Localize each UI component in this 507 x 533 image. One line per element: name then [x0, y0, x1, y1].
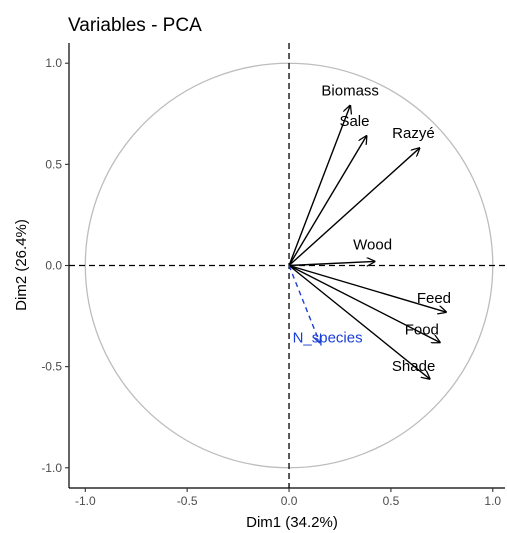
vector-food — [288, 264, 440, 343]
vector-label-n-species: N_species — [293, 329, 363, 346]
vector-label-shade: Shade — [392, 358, 435, 375]
vector-n-species — [288, 265, 320, 343]
x-tick-label: 0.5 — [383, 494, 400, 508]
y-tick-label: -1.0 — [41, 461, 62, 475]
x-tick-label: -0.5 — [177, 494, 198, 508]
vector-label-sale: Sale — [339, 113, 369, 130]
y-tick-label: 0.0 — [45, 259, 62, 273]
plot-area — [69, 43, 505, 488]
vector-feed — [288, 264, 446, 313]
x-axis-title: Dim1 (34.2%) — [246, 514, 338, 531]
y-tick-label: 1.0 — [45, 56, 62, 70]
vector-label-biomass: Biomass — [321, 83, 379, 100]
vector-biomass — [288, 106, 350, 266]
variable-vectors: Biomass Sale Razyé Wood Feed Food Shade N_speci… — [288, 83, 451, 379]
x-tick-label: 1.0 — [484, 494, 501, 508]
x-tick-label: -1.0 — [75, 494, 96, 508]
vector-label-wood: Wood — [353, 236, 392, 253]
y-tick-label: -0.5 — [41, 360, 62, 374]
vector-razy- — [288, 148, 419, 267]
vector-sale — [288, 136, 366, 266]
y-tick-label: 0.5 — [45, 157, 62, 171]
vector-shade — [288, 264, 430, 379]
x-tick-label: 0.0 — [281, 494, 298, 508]
axes: -1.0 -0.5 0.0 0.5 1.0 -1.0 -0.5 0.0 0.5 1.0 — [41, 43, 505, 508]
y-axis-title: Dim2 (26.4%) — [13, 219, 30, 311]
vector-wood — [289, 261, 375, 265]
vector-label-feed: Feed — [417, 290, 451, 307]
vector-label-food: Food — [405, 321, 439, 338]
vector-label-razy-: Razyé — [392, 125, 435, 142]
chart-title: Variables - PCA — [68, 15, 202, 36]
